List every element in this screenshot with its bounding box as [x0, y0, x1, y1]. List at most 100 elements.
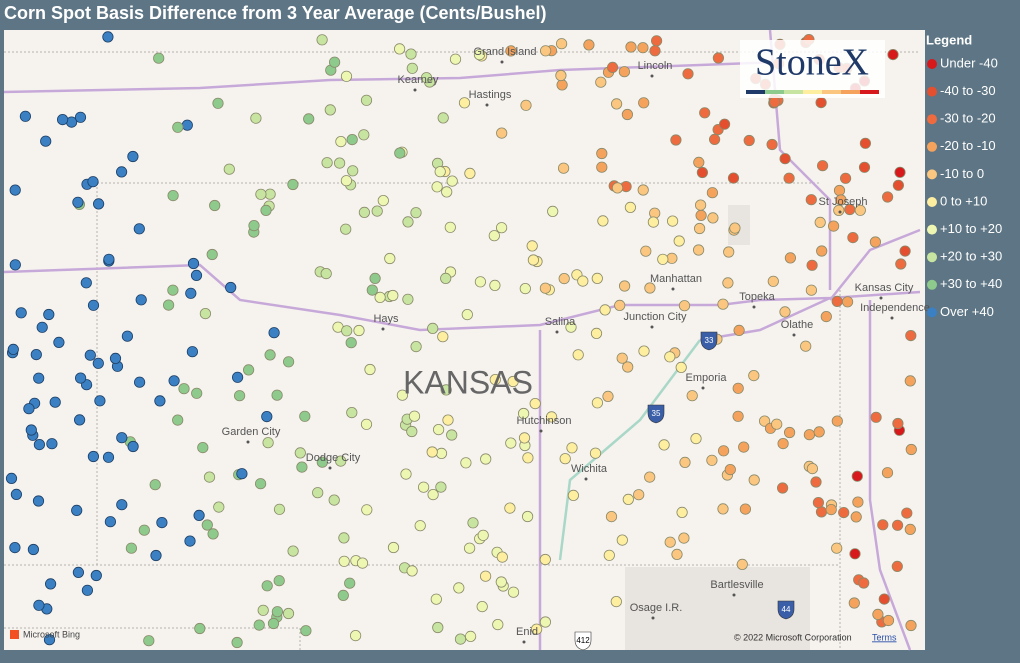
- site-dot: [84, 349, 96, 361]
- site-dot: [894, 166, 906, 178]
- site-dot: [138, 524, 150, 536]
- site-dot: [340, 175, 352, 187]
- site-dot: [167, 284, 179, 296]
- site-dot: [358, 129, 370, 141]
- site-dot: [264, 349, 276, 361]
- site-dot: [806, 259, 818, 271]
- site-dot: [268, 327, 280, 339]
- site-dot: [527, 254, 540, 266]
- site-dot: [572, 349, 584, 361]
- site-dot: [338, 555, 350, 567]
- site-dot: [748, 474, 760, 486]
- site-dot: [449, 53, 462, 65]
- site-dot: [243, 364, 255, 376]
- site-dot: [769, 96, 781, 108]
- site-dot: [432, 423, 445, 436]
- site-dot: [81, 584, 94, 596]
- site-dot: [410, 207, 422, 219]
- site-dot: [859, 137, 872, 149]
- site-dot: [852, 496, 864, 508]
- site-dot: [675, 361, 687, 373]
- site-dot: [232, 371, 244, 383]
- legend-label: +30 to +40: [940, 276, 1002, 291]
- site-dot: [650, 35, 663, 47]
- logo-bar-seg: [841, 90, 860, 94]
- site-dot: [869, 236, 882, 248]
- site-dot: [27, 543, 40, 556]
- site-dot: [610, 98, 623, 110]
- site-dot: [833, 184, 846, 197]
- place-label: Topeka: [739, 291, 775, 303]
- place-label: Olathe: [781, 319, 813, 331]
- site-dot: [400, 468, 412, 480]
- site-dot: [877, 519, 889, 531]
- site-dot: [638, 97, 650, 109]
- site-dot: [854, 204, 866, 216]
- site-dot: [831, 295, 843, 307]
- site-dot: [44, 578, 57, 590]
- site-dot: [56, 114, 69, 126]
- site-dot: [185, 287, 197, 299]
- site-dot: [732, 382, 744, 394]
- place-label: Junction City: [624, 311, 687, 323]
- site-dot: [686, 390, 698, 402]
- place-dot: [792, 333, 796, 337]
- site-dot: [316, 34, 328, 46]
- site-dot: [638, 345, 650, 357]
- site-dot: [94, 395, 106, 407]
- site-dot: [353, 324, 365, 337]
- terms-link[interactable]: Terms: [872, 632, 897, 642]
- site-dot: [835, 194, 847, 206]
- site-dot: [583, 39, 595, 51]
- site-dot: [434, 166, 446, 178]
- site-dot: [805, 284, 818, 296]
- site-dot: [9, 184, 21, 196]
- legend-label: +10 to +20: [940, 221, 1002, 236]
- site-dot: [521, 510, 534, 523]
- site-dot: [40, 135, 52, 147]
- place-label: Hutchinson: [516, 415, 571, 427]
- site-dot: [15, 307, 27, 319]
- site-dot: [567, 489, 580, 501]
- logo-bar-seg: [860, 90, 879, 94]
- site-dot: [440, 272, 452, 284]
- site-dot: [426, 446, 438, 458]
- site-dot: [360, 94, 373, 106]
- site-dot: [296, 461, 308, 473]
- site-dot: [393, 43, 406, 55]
- site-dot: [676, 506, 688, 519]
- site-dot: [838, 506, 850, 519]
- place-label: Hays: [373, 313, 399, 325]
- site-dot: [496, 127, 508, 139]
- shield-number: 44: [782, 605, 791, 614]
- site-dot: [75, 372, 87, 384]
- dots: [5, 31, 917, 649]
- place-label: Emporia: [686, 372, 728, 384]
- site-dot: [477, 529, 489, 541]
- site-dot: [682, 68, 694, 80]
- site-dot: [467, 517, 479, 529]
- site-dot: [492, 618, 504, 631]
- site-dot: [312, 487, 324, 499]
- site-dot: [127, 440, 139, 453]
- site-dot: [271, 606, 283, 618]
- site-dot: [738, 441, 750, 453]
- site-dot: [102, 31, 114, 43]
- site-dot: [891, 560, 903, 573]
- site-dot: [816, 160, 829, 172]
- site-dot: [504, 502, 516, 514]
- site-dot: [320, 267, 332, 280]
- site-dot: [231, 636, 243, 649]
- site-dot: [783, 172, 795, 184]
- site-dot: [43, 308, 55, 321]
- site-dot: [518, 432, 531, 444]
- site-dot: [724, 463, 736, 476]
- site-dot: [723, 246, 735, 258]
- legend-label: -20 to -10: [940, 138, 996, 153]
- legend-title: Legend: [926, 32, 972, 47]
- site-dot: [806, 462, 819, 475]
- site-dot: [442, 414, 454, 426]
- place-dot: [879, 296, 883, 300]
- site-dot: [539, 616, 552, 628]
- logo-bar: [746, 90, 879, 94]
